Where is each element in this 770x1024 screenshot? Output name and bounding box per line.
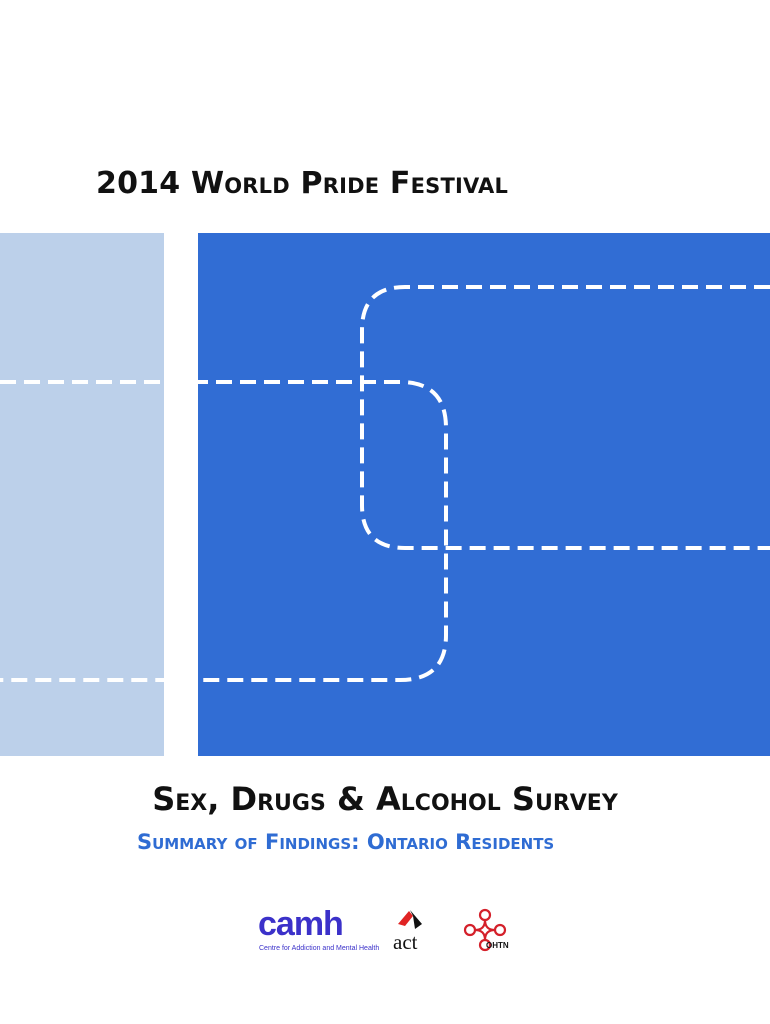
camh-logo: camh Centre for Addiction and Mental Hea… xyxy=(258,905,379,954)
ohtn-logo: OHTN xyxy=(463,908,523,954)
survey-subtitle: Summary of Findings: Ontario Residents xyxy=(137,830,555,854)
blue-panel xyxy=(198,233,770,756)
act-wordmark: act xyxy=(393,930,418,954)
survey-title: Sex, Drugs & Alcohol Survey xyxy=(152,780,618,818)
light-blue-band xyxy=(0,233,164,756)
ohtn-wordmark: OHTN xyxy=(486,941,509,950)
ohtn-knot-icon xyxy=(463,908,507,952)
act-chevron-icon xyxy=(398,910,422,929)
act-logo: act xyxy=(392,908,428,954)
festival-title: 2014 World Pride Festival xyxy=(96,166,509,201)
camh-tagline: Centre for Addiction and Mental Health xyxy=(259,945,380,952)
camh-wordmark: camh xyxy=(258,905,344,943)
